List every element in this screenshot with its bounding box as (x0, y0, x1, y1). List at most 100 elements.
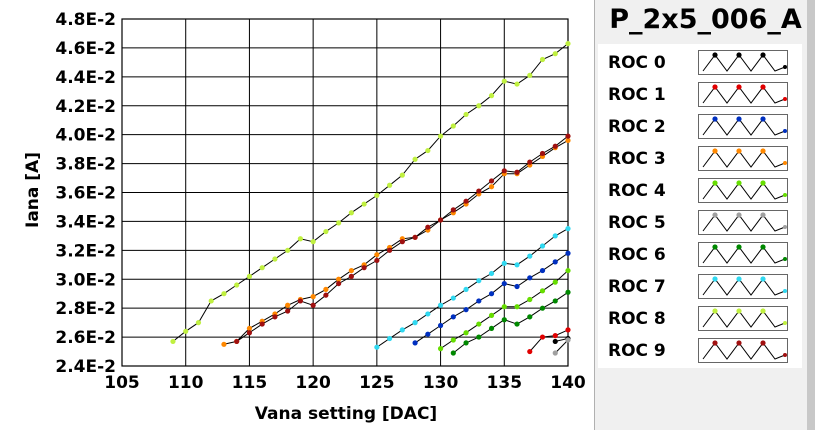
data-point (285, 247, 291, 253)
data-point (539, 243, 546, 249)
data-point (323, 286, 329, 292)
data-point (450, 207, 456, 213)
legend-entry-label: ROC 7 (608, 277, 666, 297)
window-edge (807, 0, 815, 430)
legend-swatch-marker (712, 244, 718, 250)
data-point (476, 103, 482, 109)
data-point (552, 143, 558, 149)
y-tick-label: 4.6E-2 (55, 39, 116, 59)
legend-swatch-marker (760, 212, 766, 218)
x-tick-label: 135 (487, 373, 523, 393)
x-tick-label: 110 (168, 373, 204, 393)
legend: ROC 0 ROC 1 ROC 2 ROC 3 ROC 4 ROC 5 ROC 6 ROC 7… (598, 44, 802, 368)
data-point (501, 317, 507, 323)
data-point (539, 267, 546, 274)
y-tick-label: 4.0E-2 (55, 126, 116, 146)
data-point (387, 247, 393, 253)
data-point (527, 159, 533, 165)
data-point (412, 234, 418, 240)
data-point (476, 278, 482, 284)
x-tick-label: 125 (359, 373, 395, 393)
data-point (565, 133, 571, 139)
legend-swatch-graphic (702, 116, 787, 136)
legend-swatch-marker (783, 65, 787, 69)
legend-swatch-marker (760, 148, 766, 154)
data-point (527, 275, 533, 281)
data-point (387, 182, 393, 188)
series-line (554, 339, 569, 354)
legend-swatch-line (702, 214, 786, 232)
data-point (272, 314, 278, 320)
data-point (463, 307, 469, 313)
legend-swatch-line (702, 342, 786, 360)
legend-swatch (698, 210, 788, 235)
data-point (348, 267, 354, 274)
data-point (221, 291, 227, 297)
data-point (539, 56, 546, 63)
legend-swatch-marker (760, 180, 766, 186)
series-roc-8 (170, 40, 571, 345)
legend-entry-label: ROC 3 (608, 149, 666, 169)
series-roc-2 (412, 250, 571, 346)
legend-swatch (698, 242, 788, 267)
series-line (223, 139, 569, 345)
data-point (246, 330, 253, 336)
data-point (476, 298, 482, 304)
data-point (285, 302, 291, 308)
data-point (488, 325, 495, 332)
data-point (336, 220, 342, 226)
series-roc-9 (234, 133, 571, 345)
legend-swatch-line (702, 86, 786, 104)
data-point (488, 184, 495, 190)
data-point (463, 198, 469, 204)
data-point (514, 169, 520, 175)
legend-swatch-marker (712, 84, 718, 90)
data-point (412, 320, 418, 326)
data-point (527, 253, 533, 259)
data-point (501, 78, 507, 84)
y-tick-label: 2.6E-2 (55, 328, 116, 348)
data-point (476, 321, 482, 327)
data-point (539, 334, 546, 340)
series-roc-6 (450, 289, 571, 356)
legend-title: P_2x5_006_A (609, 4, 802, 35)
legend-entry-label: ROC 5 (608, 213, 666, 233)
data-point (437, 346, 444, 352)
data-point (437, 217, 444, 223)
data-point (297, 298, 303, 304)
x-tick-label: 120 (295, 373, 331, 393)
x-axis-title: Vana setting [DAC] (255, 404, 437, 424)
legend-swatch-marker (783, 97, 787, 101)
data-point (514, 81, 520, 87)
data-point (488, 93, 495, 99)
series-line (376, 228, 569, 348)
data-point (208, 298, 214, 304)
data-point (399, 327, 405, 333)
data-point (552, 259, 558, 265)
data-point (476, 188, 482, 194)
data-point (310, 302, 316, 308)
legend-entry: ROC 7 (598, 273, 798, 301)
data-point (259, 321, 265, 327)
data-point (246, 325, 253, 332)
data-point (336, 276, 342, 282)
data-point (399, 172, 405, 178)
legend-swatch-marker (736, 180, 742, 186)
legend-swatch-marker (783, 193, 787, 197)
data-point (450, 123, 456, 129)
data-point (488, 270, 495, 277)
legend-swatch-marker (783, 321, 787, 325)
data-point (412, 340, 418, 346)
data-point (565, 137, 571, 144)
legend-swatch-graphic (702, 244, 787, 264)
data-point (297, 236, 303, 242)
series-line (452, 291, 569, 354)
data-point (527, 348, 533, 355)
legend-swatch-marker (736, 308, 742, 314)
legend-entry-label: ROC 0 (608, 53, 666, 73)
legend-swatch-marker (736, 244, 742, 250)
y-tick-label: 4.8E-2 (55, 10, 116, 30)
data-point (552, 338, 558, 345)
legend-swatch-line (702, 182, 786, 200)
data-point (450, 337, 456, 343)
